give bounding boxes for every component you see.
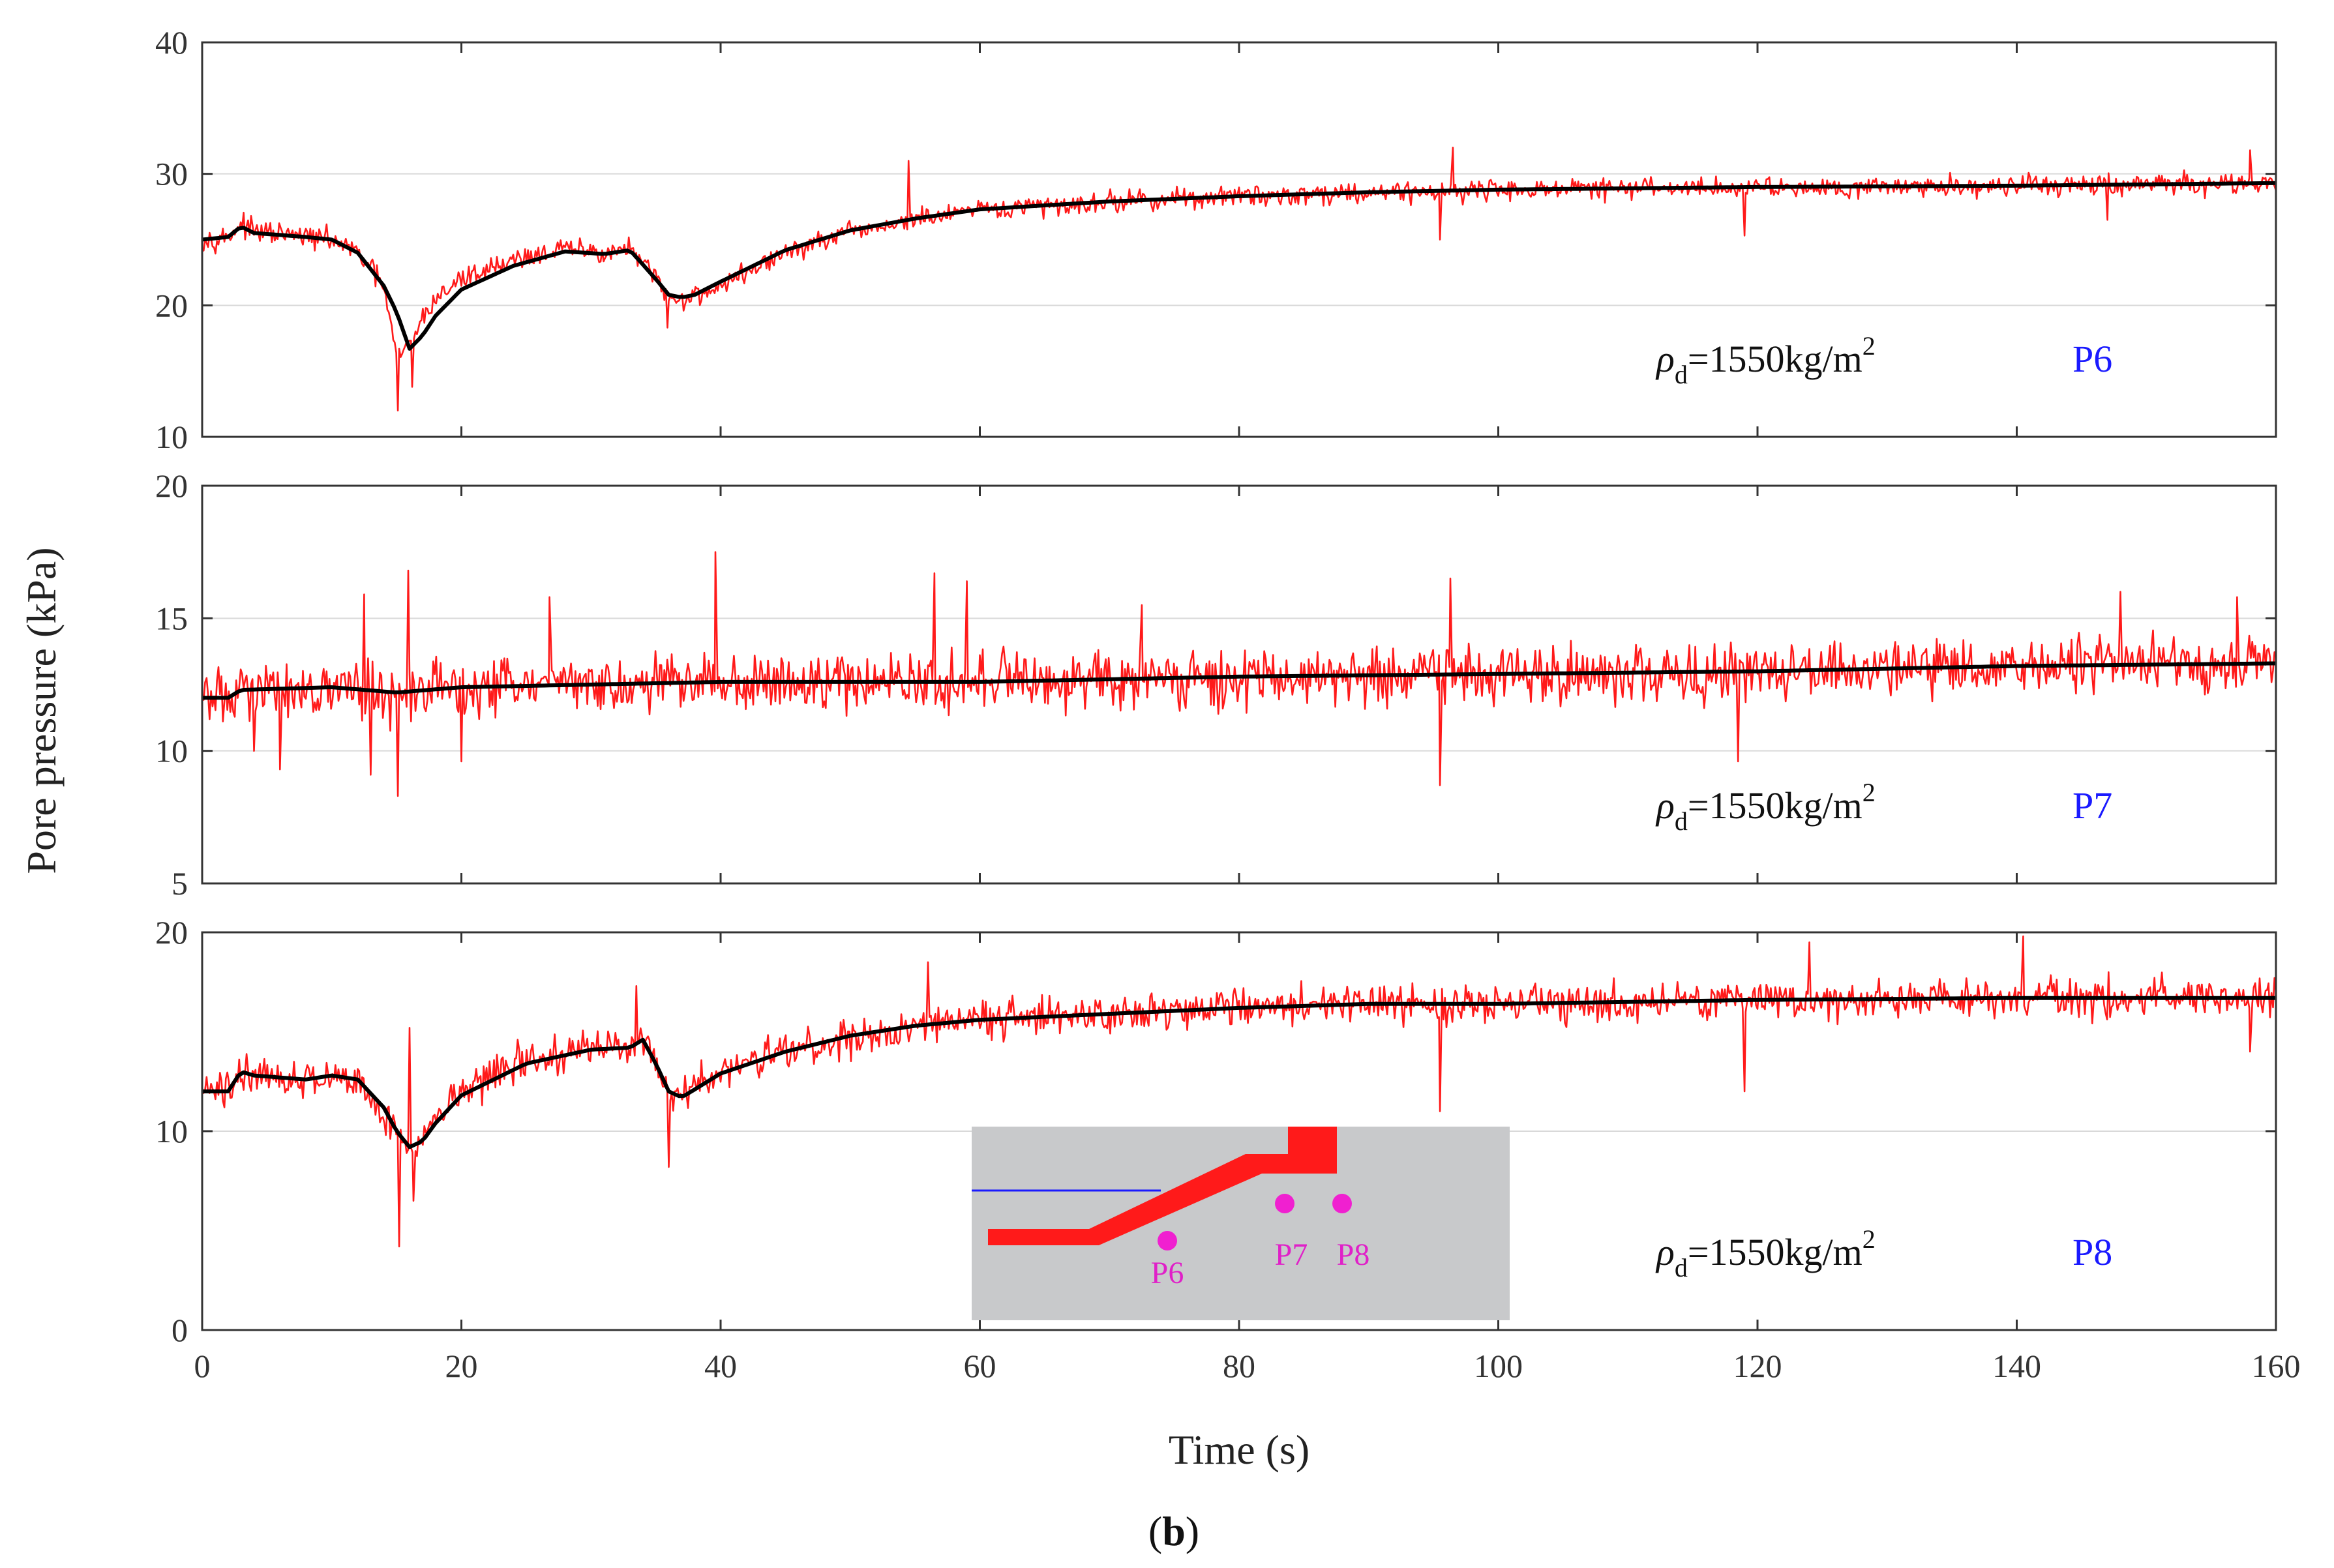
chart-panel-p8: 0 10 20 0 20 40 60 80 100 120 140 160 P6 P7 P8 ρd=1550k…	[155, 914, 2301, 1384]
density-symbol: ρ	[1655, 784, 1675, 827]
density-value: =1550kg/m	[1688, 784, 1863, 827]
y-tick-label: 20	[155, 467, 188, 504]
plot-frame	[201, 484, 2277, 885]
slope-schematic-inset: P6 P7 P8	[972, 1127, 1510, 1320]
y-tick-label: 20	[155, 287, 188, 323]
density-annotation: ρd=1550kg/m2	[1655, 331, 1876, 389]
inset-probe-marker	[1275, 1194, 1294, 1213]
y-tick-label: 40	[155, 24, 188, 61]
y-tick-label: 20	[155, 914, 188, 951]
plot-frame	[201, 41, 2277, 438]
inset-concrete-slab	[988, 1127, 1337, 1245]
x-tick-label: 0	[194, 1348, 211, 1384]
density-subscript: d	[1675, 1253, 1688, 1282]
caption-letter: b	[1162, 1508, 1186, 1554]
density-value: =1550kg/m	[1688, 338, 1863, 380]
probe-label: P7	[2072, 784, 2112, 827]
x-tick-label: 140	[1992, 1348, 2041, 1384]
inset-probe-label: P8	[1337, 1237, 1370, 1272]
x-tick-label: 60	[964, 1348, 996, 1384]
x-axis-title: Time (s)	[1169, 1427, 1309, 1473]
y-tick-label: 10	[155, 1113, 188, 1149]
density-subscript: d	[1675, 806, 1688, 836]
chart-panel-p7: 5 10 15 20 ρd=1550kg/m2 P7	[155, 467, 2277, 902]
inset-probe-marker	[1158, 1231, 1177, 1250]
figure-caption: (b)	[1148, 1508, 1199, 1554]
density-exponent: 2	[1863, 778, 1876, 807]
inset-probe-label: P7	[1275, 1237, 1308, 1272]
chart-panel-p6: 10 20 30 40 ρd=1550kg/m2 P6	[155, 24, 2277, 455]
density-annotation: ρd=1550kg/m2	[1655, 778, 1876, 836]
density-exponent: 2	[1863, 331, 1876, 361]
density-symbol: ρ	[1655, 338, 1675, 380]
series-line-trend	[202, 661, 2276, 700]
series-line-raw	[201, 551, 2277, 797]
x-tick-label: 160	[2252, 1348, 2301, 1384]
y-tick-label: 5	[172, 865, 188, 902]
probe-label: P8	[2072, 1231, 2112, 1273]
x-tick-label: 20	[445, 1348, 478, 1384]
inset-probe-label: P6	[1151, 1256, 1184, 1290]
inset-probe-marker	[1332, 1194, 1352, 1213]
y-tick-label: 10	[155, 733, 188, 769]
density-value: =1550kg/m	[1688, 1231, 1863, 1273]
density-exponent: 2	[1863, 1224, 1876, 1254]
inset-ground-slope	[972, 1127, 1510, 1320]
x-tick-label: 80	[1223, 1348, 1255, 1384]
series-line-trend	[202, 996, 2276, 1149]
density-annotation: ρd=1550kg/m2	[1655, 1224, 1876, 1282]
y-tick-label: 15	[155, 600, 188, 636]
plot-frame	[201, 931, 2277, 1331]
y-tick-label: 0	[172, 1312, 188, 1348]
x-tick-label: 100	[1474, 1348, 1523, 1384]
series-line-trend	[202, 181, 2277, 351]
density-subscript: d	[1675, 360, 1688, 389]
series-line-raw	[201, 935, 2277, 1248]
probe-label: P6	[2072, 338, 2112, 380]
x-tick-label: 120	[1733, 1348, 1782, 1384]
density-symbol: ρ	[1655, 1231, 1675, 1273]
x-tick-label: 40	[704, 1348, 737, 1384]
y-axis-title: Pore pressure (kPa)	[18, 547, 65, 874]
y-tick-label: 10	[155, 419, 188, 455]
y-tick-label: 30	[155, 156, 188, 192]
caption-close: )	[1186, 1508, 1199, 1554]
caption-open: (	[1148, 1508, 1162, 1554]
